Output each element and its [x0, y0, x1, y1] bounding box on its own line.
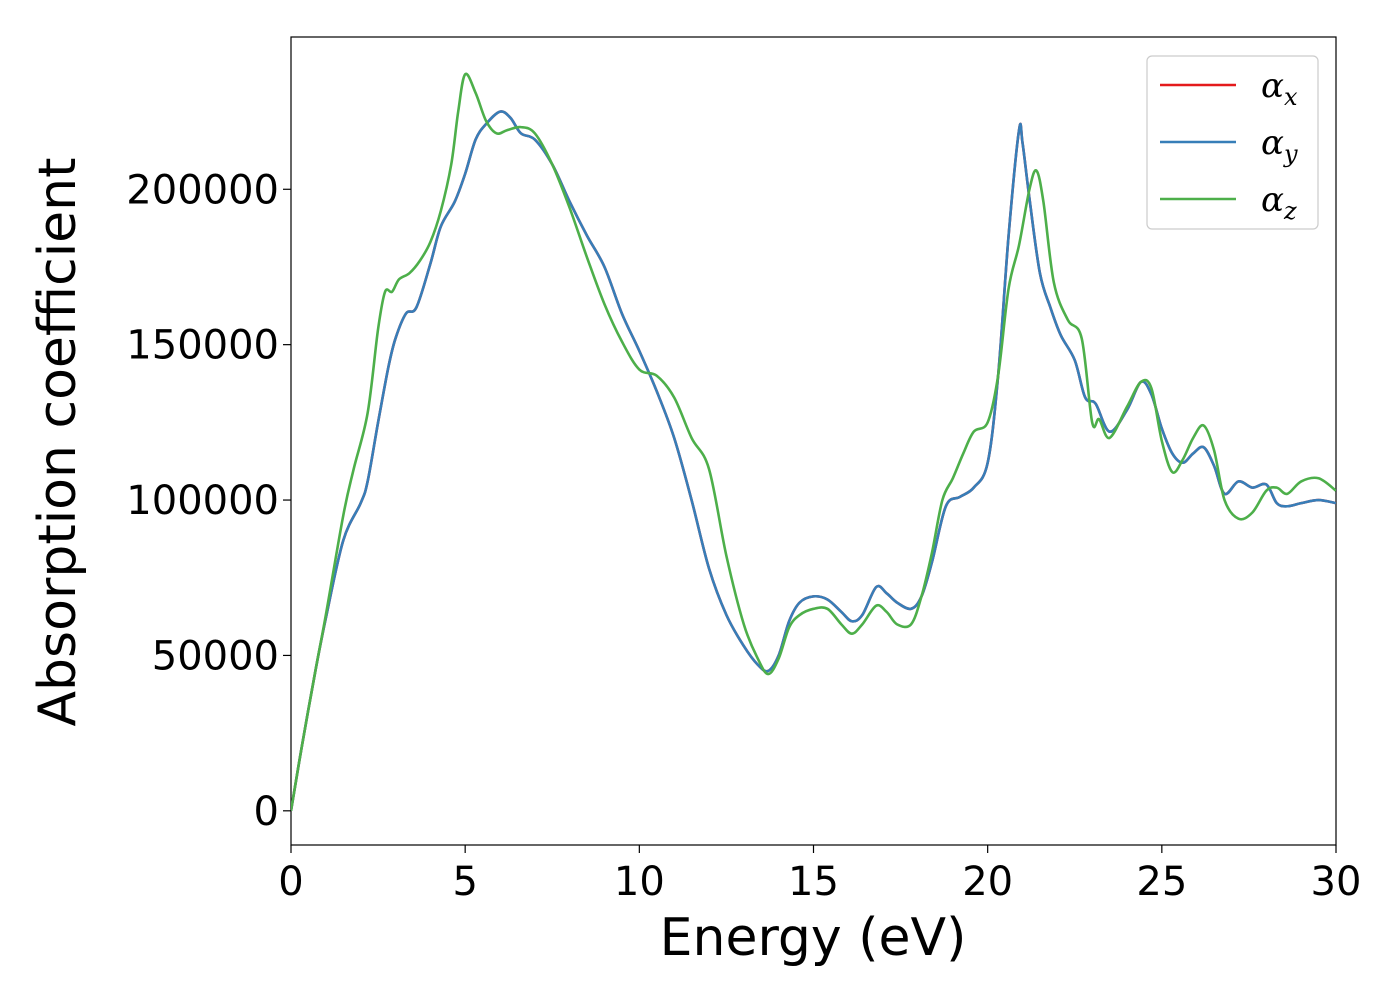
x-tick-label: 10 [614, 859, 665, 905]
x-tick-label: 5 [452, 859, 477, 905]
legend-label-z: αz [1261, 180, 1297, 225]
x-tick-label: 0 [278, 859, 303, 905]
y-tick-label: 0 [254, 789, 279, 835]
x-tick-label: 15 [788, 859, 839, 905]
y-axis-ticks: 0 50000 100000 150000 200000 [126, 167, 291, 835]
series-layer [291, 72, 1336, 812]
series-line-z [291, 72, 1336, 812]
legend-label-y: αy [1261, 123, 1298, 168]
y-tick-label: 200000 [126, 167, 279, 213]
legend: αx αy αz [1146, 55, 1319, 230]
x-tick-label: 30 [1311, 859, 1362, 905]
x-axis-ticks: 0 5 10 15 20 25 30 [278, 845, 1361, 905]
x-tick-label: 25 [1136, 859, 1187, 905]
y-tick-label: 150000 [126, 323, 279, 369]
y-axis-label: Absorption coefficient [28, 157, 88, 726]
x-axis-label: Energy (eV) [660, 908, 967, 968]
series-line-y [291, 110, 1336, 812]
y-tick-label: 50000 [152, 633, 279, 679]
x-tick-label: 20 [962, 859, 1013, 905]
y-tick-label: 100000 [126, 478, 279, 524]
legend-label-x: αx [1261, 66, 1298, 111]
